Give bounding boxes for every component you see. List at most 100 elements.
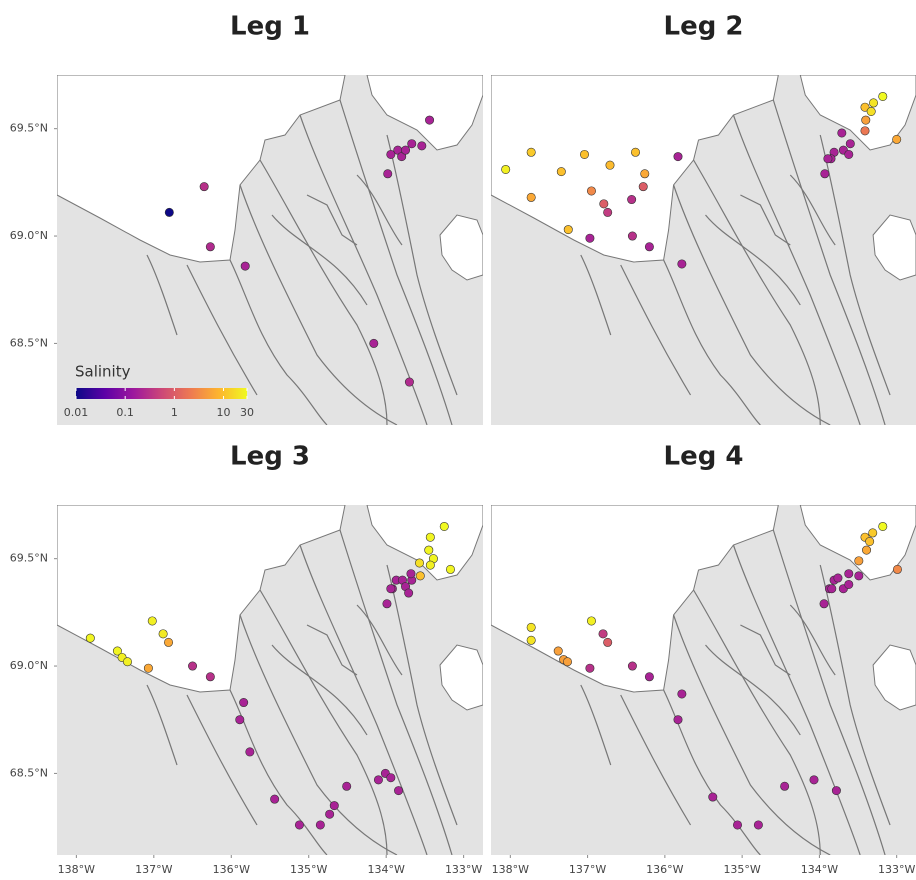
station-point	[414, 558, 424, 568]
colorbar	[76, 388, 247, 399]
station-point	[386, 584, 396, 594]
points	[501, 91, 902, 269]
x-tick-label: 135°W	[723, 863, 760, 876]
colorbar-tick-label: 30	[240, 406, 254, 419]
station-point	[820, 169, 830, 179]
station-point	[866, 107, 876, 117]
station-point	[386, 773, 396, 783]
station-point	[122, 657, 132, 667]
station-point	[406, 569, 416, 579]
station-point	[425, 115, 435, 125]
basemap	[57, 505, 483, 855]
station-point	[382, 599, 392, 609]
station-point	[553, 646, 563, 656]
station-point	[112, 646, 122, 656]
station-point	[878, 521, 888, 531]
station-point	[605, 160, 615, 170]
station-point	[780, 781, 790, 791]
station-point	[598, 629, 608, 639]
panel-title: Leg 1	[230, 12, 310, 42]
station-point	[677, 689, 687, 699]
station-point	[188, 661, 198, 671]
station-point	[383, 169, 393, 179]
station-point	[143, 663, 153, 673]
station-point	[417, 141, 427, 151]
station-point	[394, 786, 404, 796]
station-point	[732, 820, 742, 830]
station-point	[404, 588, 414, 598]
station-point	[164, 207, 174, 217]
station-point	[865, 537, 875, 547]
station-point	[199, 182, 209, 192]
x-tick-label: 133°W	[878, 863, 915, 876]
x-tick-label: 136°W	[646, 863, 683, 876]
station-point	[556, 167, 566, 177]
station-point	[579, 149, 589, 159]
station-point	[627, 661, 637, 671]
y-tick-label: 69.5°N	[10, 122, 48, 135]
station-point	[673, 715, 683, 725]
x-tick-label: 134°W	[801, 863, 838, 876]
station-point	[585, 663, 595, 673]
x-tick-label: 136°W	[213, 863, 250, 876]
station-point	[845, 139, 855, 149]
station-point	[425, 560, 435, 570]
station-point	[158, 629, 168, 639]
station-point	[862, 545, 872, 555]
station-point	[827, 584, 837, 594]
station-point	[415, 571, 425, 581]
y-tick-label: 69.5°N	[10, 552, 48, 565]
station-point	[854, 556, 864, 566]
station-point	[239, 698, 249, 708]
station-point	[892, 564, 902, 574]
points	[85, 521, 455, 830]
station-point	[586, 616, 596, 626]
station-point	[708, 792, 718, 802]
colorbar-tick-label: 10	[217, 406, 231, 419]
x-tick-label: 133°W	[445, 863, 482, 876]
station-point	[562, 657, 572, 667]
station-point	[401, 145, 411, 155]
station-point	[831, 786, 841, 796]
station-point	[892, 134, 902, 144]
station-point	[860, 102, 870, 112]
station-point	[878, 91, 888, 101]
panel-title: Leg 4	[664, 442, 744, 472]
station-point	[342, 781, 352, 791]
panel-title: Leg 3	[230, 442, 310, 472]
station-point	[640, 169, 650, 179]
station-point	[439, 521, 449, 531]
station-point	[404, 377, 414, 387]
station-point	[844, 149, 854, 159]
station-point	[563, 225, 573, 235]
station-point	[823, 154, 833, 164]
panel-title: Leg 2	[664, 12, 744, 42]
station-point	[526, 622, 536, 632]
station-point	[147, 616, 157, 626]
station-point	[809, 775, 819, 785]
station-point	[235, 715, 245, 725]
station-point	[85, 633, 95, 643]
station-point	[369, 338, 379, 348]
station-point	[205, 242, 215, 252]
y-tick-label: 68.5°N	[10, 766, 48, 779]
points	[526, 521, 902, 830]
station-point	[603, 207, 613, 217]
x-tick-label: 134°W	[367, 863, 404, 876]
basemap	[491, 505, 916, 855]
station-point	[526, 635, 536, 645]
colorbar-title: Salinity	[75, 363, 131, 381]
station-point	[585, 233, 595, 243]
y-tick-label: 69.0°N	[10, 659, 48, 672]
points	[164, 115, 435, 387]
station-point	[526, 147, 536, 157]
y-tick-label: 69.0°N	[10, 229, 48, 242]
station-point	[630, 147, 640, 157]
station-point	[407, 139, 417, 149]
station-point	[386, 149, 396, 159]
station-point	[833, 573, 843, 583]
colorbar-tick-label: 1	[171, 406, 178, 419]
station-point	[164, 637, 174, 647]
x-tick-label: 137°W	[569, 863, 606, 876]
station-point	[644, 242, 654, 252]
